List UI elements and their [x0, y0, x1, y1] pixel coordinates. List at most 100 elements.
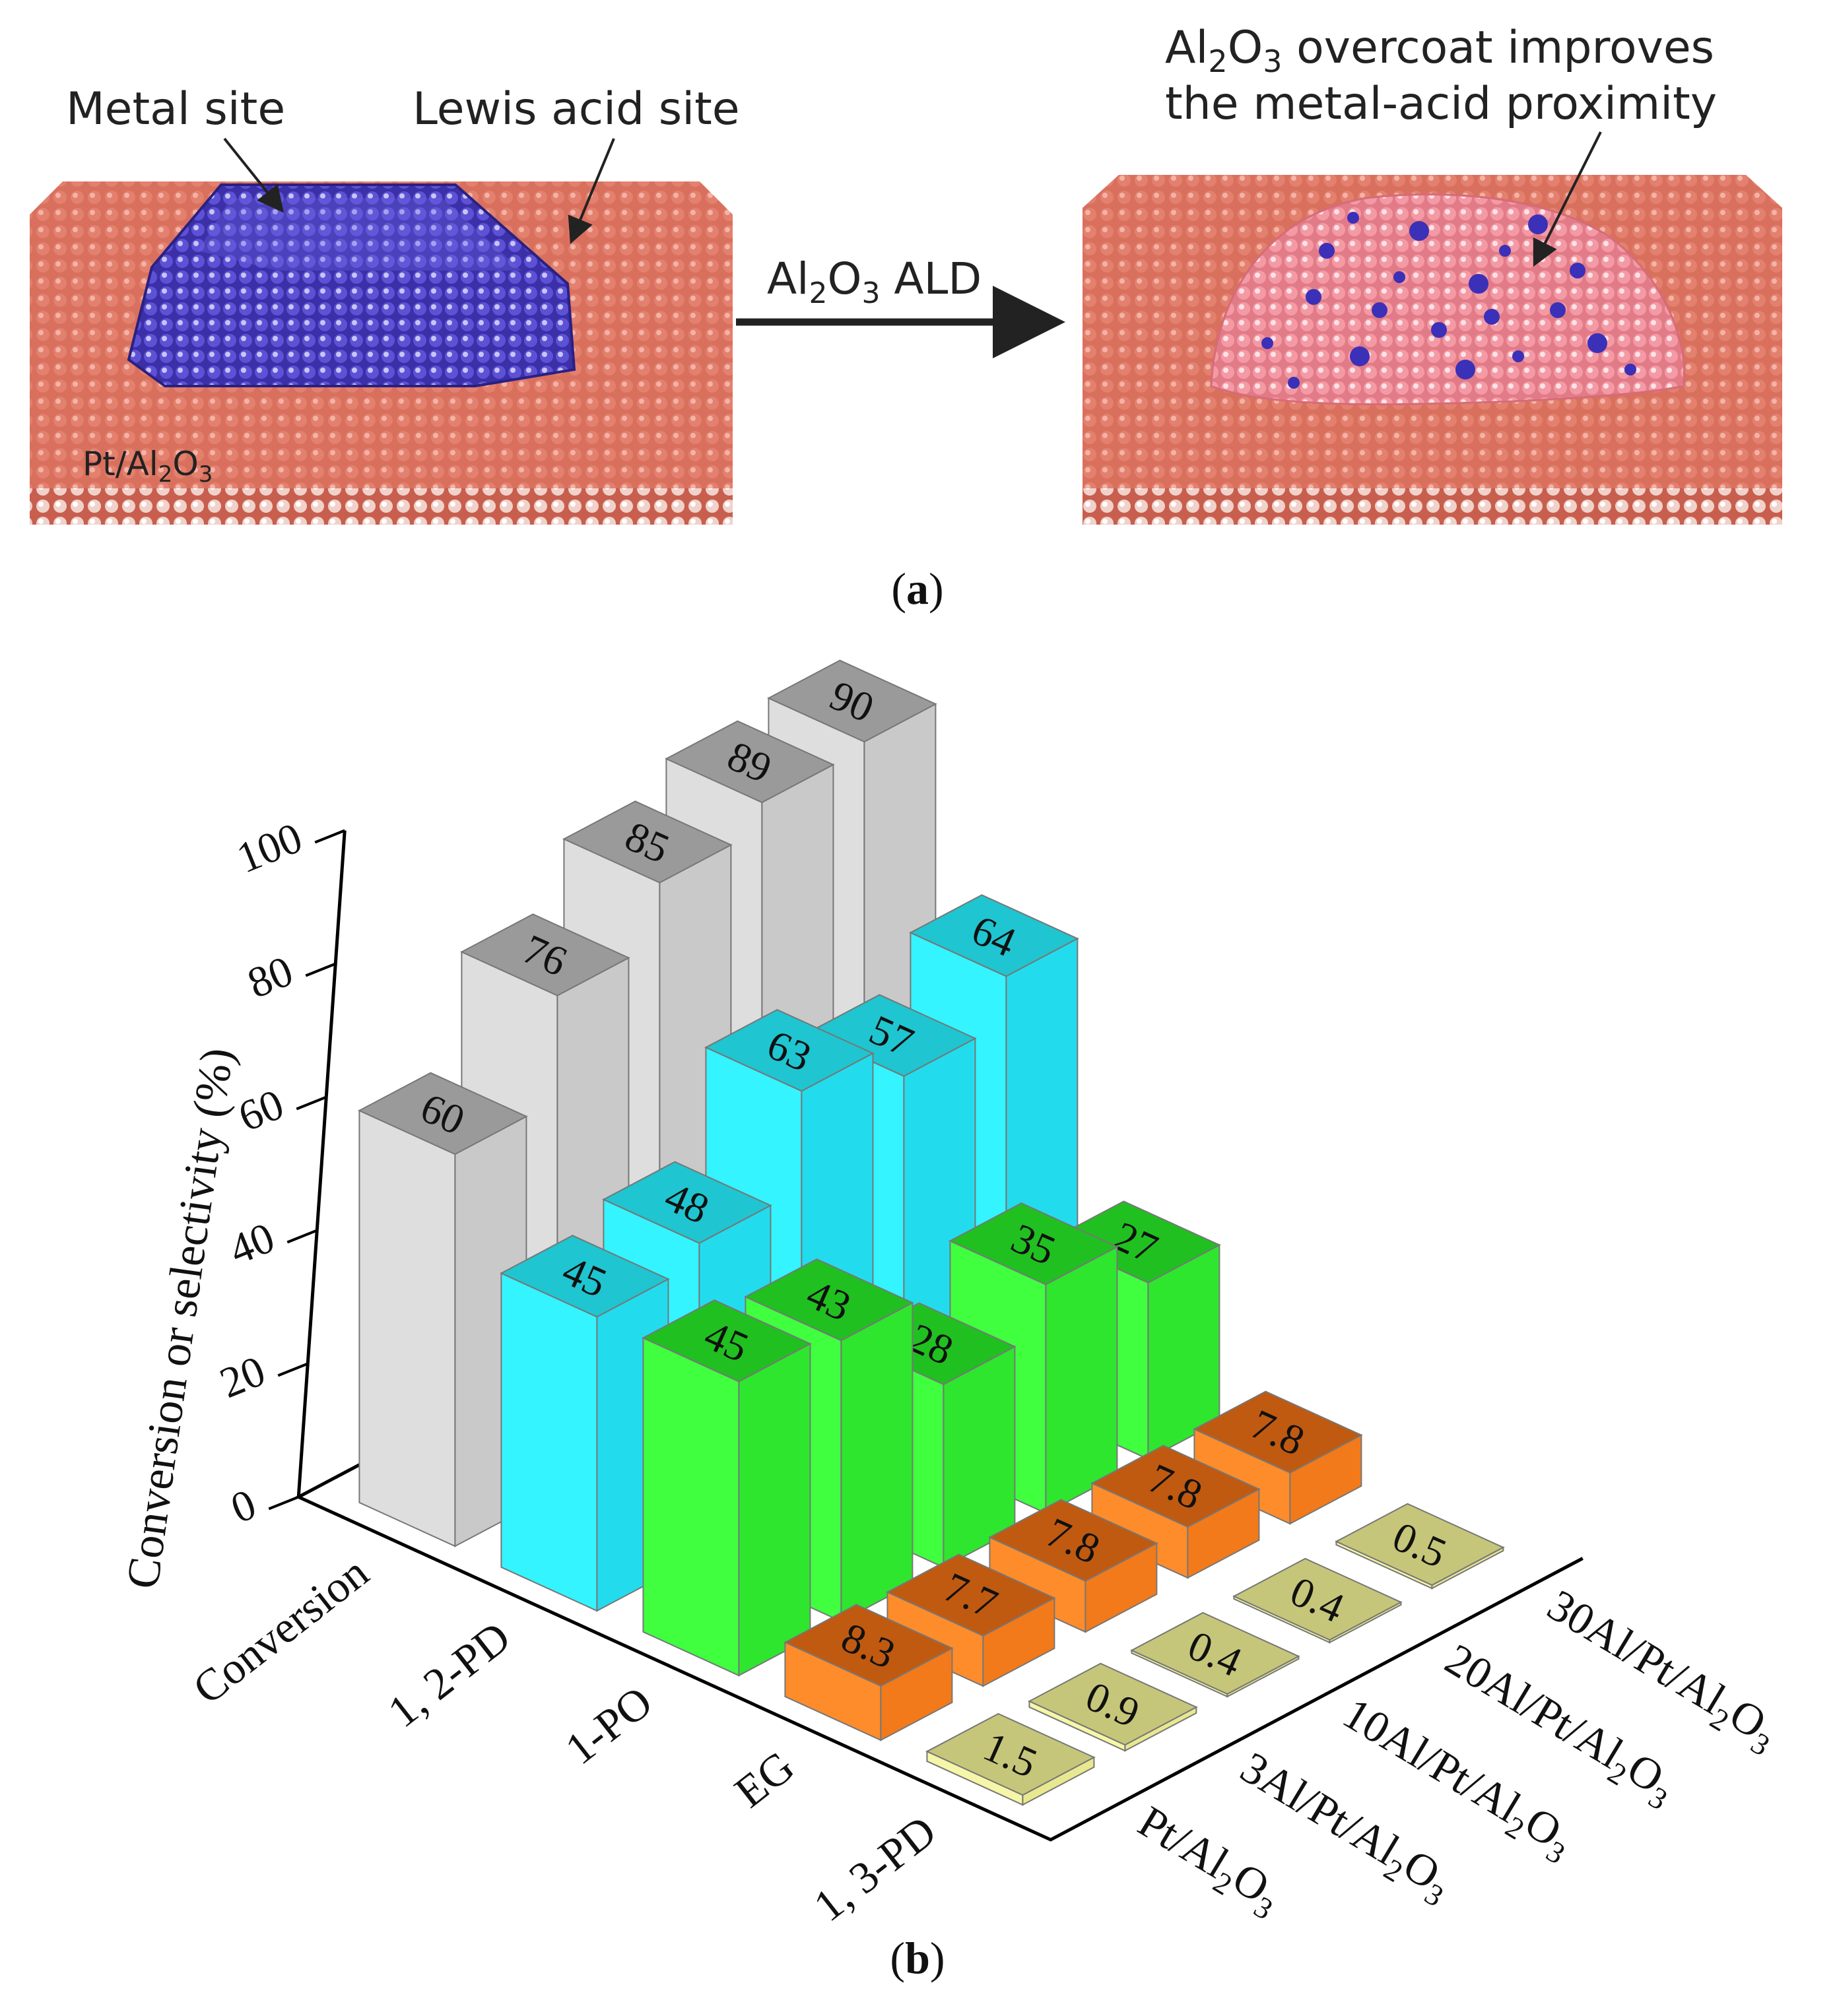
bar-top-face — [1028, 1662, 1198, 1746]
lewis-site-pointer — [568, 138, 615, 244]
y-tick-label: 20 — [213, 1347, 272, 1408]
series-label: Pt/Al2O3 — [1126, 1796, 1290, 1926]
y-tick — [314, 829, 345, 844]
metal-spot — [1350, 346, 1370, 366]
bar-top-face — [949, 1202, 1119, 1285]
metal-spot — [1306, 289, 1321, 305]
bar: 8.3 — [784, 1604, 954, 1741]
metal-spot — [1431, 322, 1447, 338]
lewis-site-label: Lewis acid site — [413, 83, 740, 135]
right-support-edge — [1083, 488, 1782, 525]
bar: 7.8 — [1090, 1445, 1261, 1579]
metal-spot — [1288, 377, 1300, 389]
metal-spot — [1528, 214, 1548, 234]
right-model-illustration — [1083, 175, 1782, 525]
y-tick — [305, 962, 336, 977]
metal-particle-top — [198, 198, 521, 271]
metal-spot — [1587, 333, 1607, 353]
y-tick-label: 60 — [232, 1080, 290, 1141]
ald-arrow-label: Al2O3 ALD — [767, 253, 982, 310]
panel-a-label: (a) — [891, 564, 943, 614]
metal-spot — [1261, 337, 1273, 349]
bar: 0.9 — [1028, 1662, 1198, 1752]
y-tick-label: 40 — [222, 1214, 281, 1274]
metal-spot — [1499, 245, 1511, 257]
bar-top-face — [1232, 1557, 1403, 1641]
chart-bars: 9064277.80.58957357.80.48563287.80.47648… — [358, 659, 1505, 1806]
metal-spot — [1484, 309, 1500, 325]
metal-spot — [1550, 302, 1566, 318]
bar-top-face — [909, 894, 1079, 977]
bar-top-face — [602, 1161, 772, 1244]
metal-spot — [1393, 271, 1405, 283]
bar: 7.8 — [1193, 1390, 1363, 1525]
overcoat-label-line1: Al2O3 overcoat improves — [1165, 22, 1714, 79]
y-axis-title: Conversion or selectivity (%) — [117, 1045, 244, 1592]
bar-top-face — [886, 1553, 1056, 1637]
bar: 0.4 — [1232, 1557, 1403, 1644]
bar-top-face — [460, 913, 630, 996]
left-model-illustration — [30, 181, 733, 525]
bar-top-face — [767, 659, 937, 743]
category-label: EG — [725, 1741, 803, 1817]
metal-spot — [1570, 263, 1585, 278]
bar-top-face — [642, 1299, 812, 1382]
bar: 7.8 — [988, 1499, 1158, 1633]
category-label: 1, 2-PD — [378, 1611, 519, 1737]
support-label: Pt/Al2O3 — [83, 445, 213, 488]
bar: 7.7 — [886, 1553, 1056, 1687]
bar-top-face — [1090, 1445, 1261, 1528]
y-tick — [286, 1229, 317, 1244]
y-tick — [277, 1362, 308, 1377]
bar-top-face — [1130, 1611, 1300, 1695]
bar-top-face — [358, 1072, 528, 1155]
bar: 1.5 — [925, 1712, 1096, 1806]
bar: 45 — [642, 1299, 812, 1677]
y-tick-label: 0 — [224, 1480, 263, 1533]
category-label: 1, 3-PD — [804, 1805, 945, 1931]
y-tick — [268, 1495, 299, 1511]
y-tick-label: 100 — [230, 814, 309, 883]
bar-top-face — [784, 1604, 954, 1687]
overcoat-label-line2: the metal-acid proximity — [1165, 78, 1717, 130]
overcoat-pointer — [1533, 131, 1602, 267]
bar-top-face — [704, 1008, 875, 1092]
bar-top-face — [1193, 1390, 1363, 1474]
bar: 35 — [949, 1202, 1119, 1514]
panel-a: Metal site Lewis acid site Pt/Al2O3 Al2O… — [30, 22, 1782, 614]
exposed-metal-sites — [1261, 212, 1636, 389]
bar-side-face — [738, 1342, 811, 1677]
category-label: 1-PO — [556, 1676, 661, 1774]
bar: 0.5 — [1335, 1503, 1505, 1590]
y-tick-label: 80 — [241, 947, 300, 1008]
bar-side-face — [840, 1301, 914, 1623]
metal-spot — [1319, 243, 1335, 259]
metal-spot — [1347, 212, 1359, 224]
bar-front-face — [642, 1336, 740, 1677]
y-tick — [296, 1095, 327, 1111]
metal-site-label: Metal site — [66, 83, 285, 135]
metal-spot — [1469, 274, 1488, 294]
bar-top-face — [988, 1499, 1158, 1582]
panel-b-label: (b) — [890, 1933, 945, 1983]
category-label: Conversion — [184, 1547, 378, 1714]
bar-front-face — [358, 1109, 456, 1547]
metal-spot — [1512, 350, 1524, 362]
bar-top-face — [500, 1235, 670, 1318]
metal-spot — [1409, 221, 1429, 241]
bar-top-face — [744, 1258, 914, 1342]
bar-top-face — [562, 800, 733, 884]
bar-front-face — [500, 1272, 598, 1612]
metal-spot — [1624, 364, 1636, 375]
bar-top-face — [1335, 1503, 1505, 1586]
metal-spot — [1455, 360, 1475, 379]
metal-site-pointer — [223, 137, 284, 213]
left-support-edge — [30, 488, 733, 525]
bar: 0.4 — [1130, 1611, 1300, 1698]
y-axis-line — [296, 830, 347, 1497]
panel-b-3d-bar-chart: 0 20 40 60 80 100 9064277.80.58957357.80.4856… — [117, 659, 1776, 1983]
metal-particle — [127, 183, 576, 387]
bar-top-face — [665, 720, 835, 804]
metal-spot — [1372, 302, 1387, 318]
